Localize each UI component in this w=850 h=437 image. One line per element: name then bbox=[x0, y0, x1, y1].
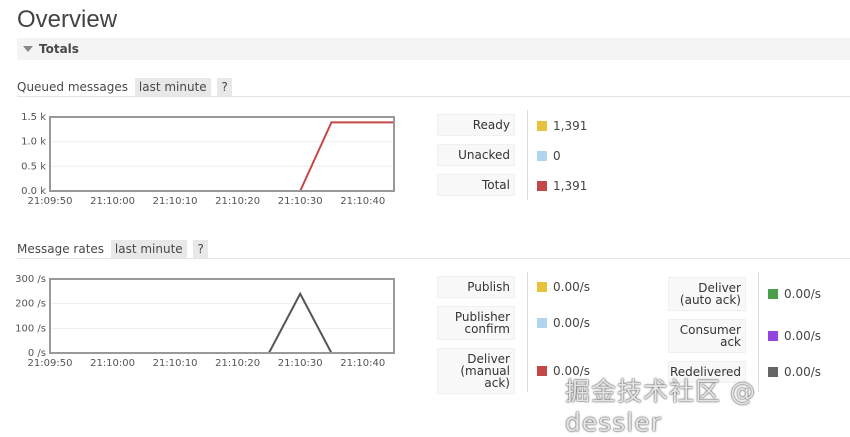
color-swatch bbox=[537, 121, 547, 131]
legend-value: 0.00/s bbox=[537, 364, 590, 378]
queued-messages-chart: 0.0 k 0.5 k 1.0 k 1.5 k 21:09:50 21:10:00 21:1… bbox=[21, 112, 395, 207]
x-tick-label: 21:10:40 bbox=[340, 196, 385, 207]
message-rates-header: Message rates last minute ? bbox=[17, 240, 850, 259]
value-text: 0.00/s bbox=[553, 316, 591, 330]
x-tick-label: 21:10:20 bbox=[215, 196, 260, 207]
legend-value: 0.00/s bbox=[537, 280, 590, 294]
color-swatch bbox=[537, 318, 547, 328]
y-tick-label: 1.5 k bbox=[21, 112, 46, 123]
help-button[interactable]: ? bbox=[217, 78, 232, 96]
series-line bbox=[50, 291, 394, 354]
value-text: 0 bbox=[553, 149, 561, 163]
color-swatch bbox=[537, 151, 547, 161]
legend-label[interactable]: Redelivered bbox=[668, 361, 746, 383]
x-tick-label: 21:10:00 bbox=[90, 358, 135, 369]
totals-label: Totals bbox=[39, 42, 79, 56]
range-selector[interactable]: last minute bbox=[110, 240, 187, 258]
legend-label[interactable]: Deliver (auto ack) bbox=[668, 277, 746, 311]
series-line bbox=[50, 121, 394, 192]
value-text: 0.00/s bbox=[553, 364, 591, 378]
legend-value: 0.00/s bbox=[537, 316, 590, 330]
divider bbox=[758, 272, 759, 392]
queued-messages-header: Queued messages last minute ? bbox=[17, 78, 850, 97]
color-swatch bbox=[768, 331, 778, 341]
color-swatch bbox=[768, 289, 778, 299]
message-rates-chart: 0 /s 100 /s 200 /s 300 /s 21:09:50 21:10:00 21… bbox=[15, 274, 395, 369]
legend-value: 0.00/s bbox=[768, 287, 821, 301]
y-tick-label: 0.5 k bbox=[21, 161, 46, 172]
range-selector[interactable]: last minute bbox=[134, 78, 211, 96]
value-text: 1,391 bbox=[553, 179, 588, 193]
divider bbox=[527, 272, 528, 392]
color-swatch bbox=[537, 181, 547, 191]
y-tick-label: 300 /s bbox=[15, 274, 46, 285]
totals-section-toggle[interactable]: Totals bbox=[17, 38, 850, 60]
value-text: 0.00/s bbox=[784, 365, 822, 379]
legend-label[interactable]: Ready bbox=[437, 114, 515, 136]
help-button[interactable]: ? bbox=[193, 240, 208, 258]
divider bbox=[527, 110, 528, 200]
legend-value: 0 bbox=[537, 149, 561, 163]
collapse-triangle-icon bbox=[23, 46, 33, 52]
rates-title: Message rates bbox=[17, 242, 105, 256]
x-tick-label: 21:10:00 bbox=[90, 196, 135, 207]
legend-value: 0.00/s bbox=[768, 329, 821, 343]
watermark: 掘金技术社区 @ dessler bbox=[565, 377, 756, 437]
legend-value: 1,391 bbox=[537, 119, 587, 133]
y-tick-label: 0.0 k bbox=[21, 186, 46, 197]
y-tick-label: 200 /s bbox=[15, 299, 46, 310]
y-tick-label: 100 /s bbox=[15, 323, 46, 334]
value-text: 0.00/s bbox=[784, 329, 822, 343]
legend-label[interactable]: Publish bbox=[437, 276, 515, 298]
legend-label[interactable]: Publisher confirm bbox=[437, 306, 515, 340]
x-tick-label: 21:09:50 bbox=[28, 196, 73, 207]
plot-frame bbox=[49, 278, 395, 354]
x-tick-label: 21:10:10 bbox=[153, 358, 198, 369]
x-tick-label: 21:10:40 bbox=[340, 358, 385, 369]
x-tick-label: 21:10:20 bbox=[215, 358, 260, 369]
x-tick-label: 21:10:30 bbox=[278, 196, 323, 207]
legend-label[interactable]: Unacked bbox=[437, 144, 515, 166]
legend-label[interactable]: Total bbox=[437, 174, 515, 196]
queued-title: Queued messages bbox=[17, 80, 129, 94]
color-swatch bbox=[768, 367, 778, 377]
legend-label[interactable]: Consumer ack bbox=[668, 319, 746, 353]
y-tick-label: 0 /s bbox=[28, 348, 46, 359]
value-text: 0.00/s bbox=[553, 280, 591, 294]
y-tick-label: 1.0 k bbox=[21, 137, 46, 148]
page-title: Overview bbox=[17, 6, 118, 33]
x-tick-label: 21:10:30 bbox=[278, 358, 323, 369]
legend-label[interactable]: Deliver (manual ack) bbox=[437, 348, 515, 394]
value-text: 1,391 bbox=[553, 119, 588, 133]
x-tick-label: 21:09:50 bbox=[28, 358, 73, 369]
plot-frame bbox=[49, 116, 395, 192]
x-tick-label: 21:10:10 bbox=[153, 196, 198, 207]
legend-value: 1,391 bbox=[537, 179, 587, 193]
value-text: 0.00/s bbox=[784, 287, 822, 301]
color-swatch bbox=[537, 366, 547, 376]
color-swatch bbox=[537, 282, 547, 292]
legend-value: 0.00/s bbox=[768, 365, 821, 379]
